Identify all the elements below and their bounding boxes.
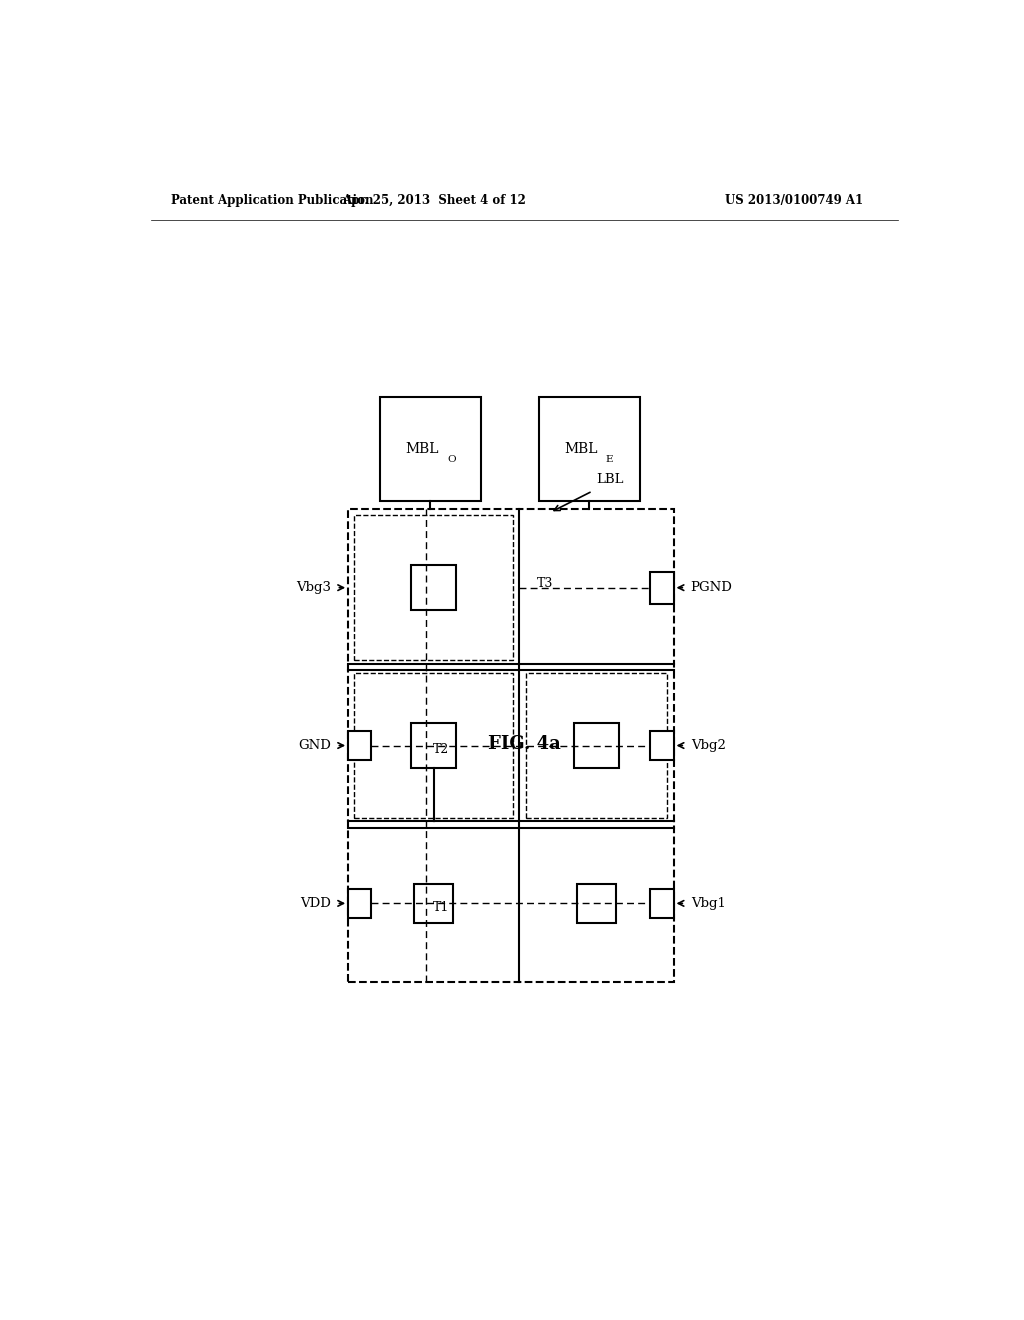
Bar — [354, 673, 513, 818]
Bar — [574, 723, 618, 768]
Bar — [348, 508, 674, 982]
Text: O: O — [447, 454, 456, 463]
Text: E: E — [606, 454, 613, 463]
Bar — [380, 397, 480, 502]
Text: PGND: PGND — [690, 581, 732, 594]
Bar — [348, 888, 372, 917]
Bar — [539, 397, 640, 502]
Bar — [525, 673, 668, 818]
Text: T3: T3 — [537, 577, 553, 590]
Bar — [650, 731, 674, 760]
Bar — [578, 884, 615, 923]
Text: LBL: LBL — [596, 473, 624, 486]
Text: Patent Application Publication: Patent Application Publication — [171, 194, 373, 207]
Bar — [650, 888, 674, 917]
Text: GND: GND — [298, 739, 331, 752]
Bar — [415, 884, 453, 923]
Text: Vbg2: Vbg2 — [690, 739, 726, 752]
Text: T2: T2 — [432, 743, 449, 756]
Text: US 2013/0100749 A1: US 2013/0100749 A1 — [725, 194, 863, 207]
Bar — [412, 723, 457, 768]
Bar — [650, 572, 674, 603]
Bar — [348, 731, 372, 760]
Text: Vbg1: Vbg1 — [690, 896, 726, 909]
Bar — [354, 515, 513, 660]
Text: MBL: MBL — [406, 442, 439, 457]
Bar — [412, 565, 457, 610]
Text: MBL: MBL — [564, 442, 598, 457]
Text: Apr. 25, 2013  Sheet 4 of 12: Apr. 25, 2013 Sheet 4 of 12 — [342, 194, 526, 207]
Text: VDD: VDD — [300, 896, 331, 909]
Text: T1: T1 — [432, 900, 449, 913]
Text: FIG. 4a: FIG. 4a — [488, 735, 561, 752]
Text: Vbg3: Vbg3 — [296, 581, 331, 594]
